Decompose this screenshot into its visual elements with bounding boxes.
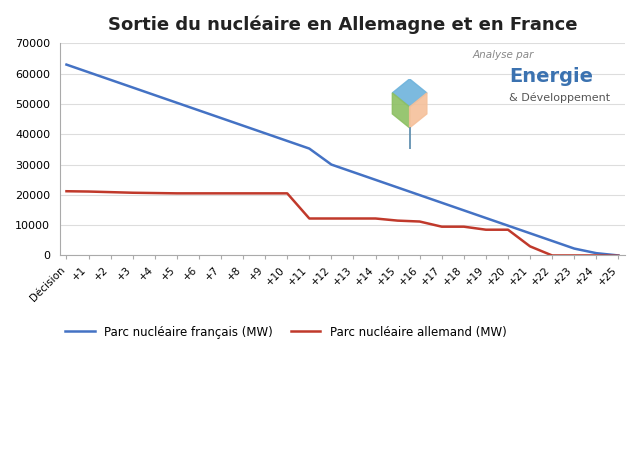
Parc nucléaire français (MW) [349,170,357,175]
Parc nucléaire allemand (MW) [570,253,578,258]
Parc nucléaire français (MW) [548,238,556,244]
Parc nucléaire allemand (MW) [239,191,247,196]
Parc nucléaire allemand (MW) [195,191,203,196]
Parc nucléaire français (MW) [593,250,600,256]
Parc nucléaire allemand (MW) [548,253,556,258]
Parc nucléaire allemand (MW) [129,190,136,195]
Parc nucléaire français (MW) [63,62,70,67]
Parc nucléaire français (MW) [195,108,203,113]
Parc nucléaire français (MW) [239,123,247,129]
Parc nucléaire allemand (MW) [284,191,291,196]
Parc nucléaire allemand (MW) [438,224,445,230]
Parc nucléaire allemand (MW) [526,244,534,249]
Polygon shape [410,93,427,128]
Parc nucléaire français (MW) [482,215,490,221]
Parc nucléaire français (MW) [460,207,468,213]
Line: Parc nucléaire allemand (MW): Parc nucléaire allemand (MW) [67,191,618,256]
Parc nucléaire français (MW) [372,177,380,183]
Parc nucléaire allemand (MW) [482,227,490,232]
Parc nucléaire allemand (MW) [328,216,335,221]
Parc nucléaire français (MW) [261,131,269,136]
Parc nucléaire français (MW) [151,92,159,98]
Parc nucléaire français (MW) [504,223,512,228]
Parc nucléaire allemand (MW) [394,218,401,223]
Line: Parc nucléaire français (MW): Parc nucléaire français (MW) [67,64,618,255]
Parc nucléaire français (MW) [394,185,401,190]
Text: Energie: Energie [509,67,593,86]
Parc nucléaire allemand (MW) [217,191,225,196]
Parc nucléaire français (MW) [173,100,180,106]
Parc nucléaire allemand (MW) [372,216,380,221]
Parc nucléaire français (MW) [129,85,136,90]
Title: Sortie du nucléaire en Allemagne et en France: Sortie du nucléaire en Allemagne et en F… [108,15,577,33]
Polygon shape [392,79,427,107]
Parc nucléaire français (MW) [305,146,313,151]
Parc nucléaire allemand (MW) [63,189,70,194]
Parc nucléaire français (MW) [526,230,534,236]
Parc nucléaire français (MW) [107,77,115,83]
Text: Analyse par: Analyse par [472,50,534,60]
Text: & Développement: & Développement [509,92,611,103]
Parc nucléaire allemand (MW) [614,253,622,258]
Parc nucléaire allemand (MW) [107,189,115,195]
Parc nucléaire allemand (MW) [416,219,424,224]
Legend: Parc nucléaire français (MW), Parc nucléaire allemand (MW): Parc nucléaire français (MW), Parc nuclé… [65,326,506,339]
Parc nucléaire allemand (MW) [173,191,180,196]
Parc nucléaire allemand (MW) [151,190,159,196]
Parc nucléaire français (MW) [84,69,92,75]
Parc nucléaire allemand (MW) [261,191,269,196]
Parc nucléaire français (MW) [570,246,578,251]
Parc nucléaire allemand (MW) [305,216,313,221]
Parc nucléaire allemand (MW) [593,253,600,258]
Parc nucléaire français (MW) [438,200,445,206]
Parc nucléaire allemand (MW) [349,216,357,221]
Parc nucléaire français (MW) [284,138,291,144]
Parc nucléaire français (MW) [217,115,225,121]
Parc nucléaire allemand (MW) [460,224,468,230]
Parc nucléaire allemand (MW) [84,189,92,194]
Parc nucléaire français (MW) [328,162,335,167]
Parc nucléaire français (MW) [614,253,622,258]
Polygon shape [392,93,410,128]
Parc nucléaire allemand (MW) [504,227,512,232]
Parc nucléaire français (MW) [416,193,424,198]
